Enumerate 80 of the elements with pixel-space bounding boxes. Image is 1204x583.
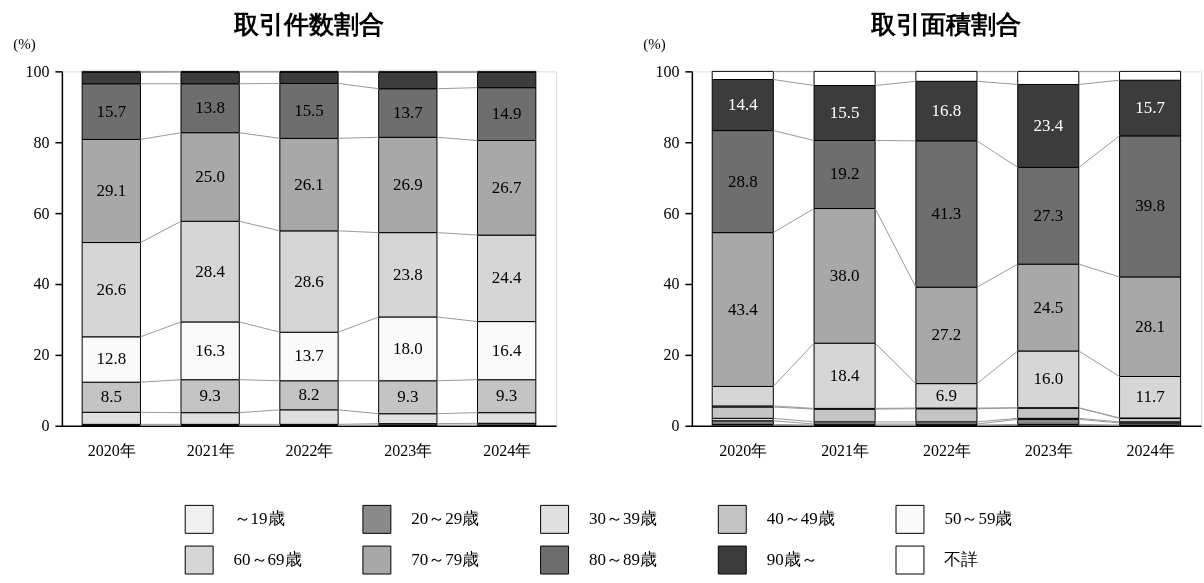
chart-title: 取引面積割合 (870, 10, 1022, 40)
x-tick-label: 2023年 (1024, 442, 1073, 460)
legend-label: 80～89歳 (589, 550, 657, 570)
data-label: 23.8 (392, 264, 423, 284)
data-label: 9.3 (397, 387, 419, 407)
data-label: 23.4 (1033, 115, 1064, 135)
legend-label: 90歳～ (766, 550, 818, 570)
data-label: 28.4 (195, 261, 226, 281)
data-label: 28.1 (1135, 316, 1165, 336)
data-label: 18.4 (829, 365, 860, 385)
x-tick-label: 2024年 (483, 442, 532, 460)
data-label: 15.7 (96, 101, 127, 121)
data-label: 16.8 (931, 101, 962, 121)
data-label: 19.2 (829, 164, 860, 184)
legend-label: 60～69歳 (233, 550, 302, 570)
data-label: 16.3 (195, 340, 225, 360)
y-tick-label: 40 (663, 275, 680, 293)
y-tick-label: 100 (655, 62, 680, 80)
data-label: 14.4 (727, 95, 759, 115)
data-label: 8.5 (100, 387, 122, 407)
legend-label: 20～29歳 (411, 509, 480, 529)
y-tick-label: 100 (25, 62, 50, 80)
data-label: 24.5 (1033, 297, 1064, 317)
data-label: 13.7 (392, 103, 423, 122)
data-label: 29.1 (96, 180, 127, 200)
data-label: 6.9 (935, 385, 958, 405)
y-tick-label: 60 (663, 204, 680, 222)
y-tick-label: 0 (671, 417, 680, 435)
data-label: 26.6 (96, 279, 127, 299)
data-label: 38.0 (829, 265, 860, 285)
y-axis-title: (%) (13, 35, 36, 53)
data-label: 13.8 (195, 98, 225, 118)
data-label: 15.7 (1135, 98, 1165, 118)
data-label: 27.3 (1033, 205, 1064, 225)
data-label: 41.3 (931, 204, 962, 223)
legend-label: 40～49歳 (766, 509, 835, 529)
x-tick-label: 2024年 (1126, 442, 1175, 460)
x-tick-label: 2021年 (821, 442, 870, 460)
data-label: 24.4 (491, 268, 523, 288)
x-tick-label: 2020年 (719, 442, 768, 460)
data-label: 8.2 (298, 385, 320, 405)
y-tick-label: 80 (663, 133, 680, 151)
data-label: 9.3 (496, 386, 518, 406)
legend-label: 不詳 (944, 550, 979, 570)
data-label: 39.8 (1135, 196, 1165, 216)
y-tick-label: 60 (33, 204, 50, 222)
data-label: 11.7 (1135, 387, 1165, 407)
y-axis-title: (%) (643, 35, 666, 53)
data-label: 43.4 (727, 299, 759, 319)
data-label: 14.9 (491, 104, 522, 124)
y-tick-label: 80 (33, 133, 50, 151)
data-label: 27.2 (931, 325, 962, 345)
data-label: 28.8 (727, 171, 758, 191)
data-label: 12.8 (96, 349, 127, 369)
y-tick-label: 0 (41, 417, 50, 435)
legend-label: 70～79歳 (411, 550, 480, 570)
data-label: 26.1 (294, 174, 324, 194)
chart-title: 取引件数割合 (232, 10, 384, 40)
x-tick-label: 2022年 (285, 442, 334, 460)
x-tick-label: 2020年 (87, 442, 136, 460)
data-label: 13.7 (294, 346, 324, 366)
y-tick-label: 20 (33, 346, 50, 364)
x-tick-label: 2022年 (922, 442, 971, 460)
data-label: 16.4 (491, 340, 523, 360)
x-tick-label: 2023年 (384, 442, 433, 460)
x-tick-label: 2021年 (186, 442, 235, 460)
data-label: 26.7 (491, 177, 522, 197)
data-label: 25.0 (195, 166, 225, 186)
data-label: 26.9 (392, 174, 423, 194)
y-tick-label: 40 (33, 275, 50, 293)
data-label: 28.6 (294, 271, 324, 291)
data-label: 16.0 (1033, 369, 1064, 389)
legend-label: 50～59歳 (944, 509, 1013, 529)
y-tick-label: 20 (663, 346, 680, 364)
legend-label: ～19歳 (233, 509, 285, 529)
legend-label: 30～39歳 (589, 509, 657, 529)
data-label: 9.3 (199, 386, 221, 406)
data-label: 15.5 (829, 103, 860, 122)
data-label: 18.0 (392, 338, 423, 358)
data-label: 15.5 (294, 100, 324, 120)
